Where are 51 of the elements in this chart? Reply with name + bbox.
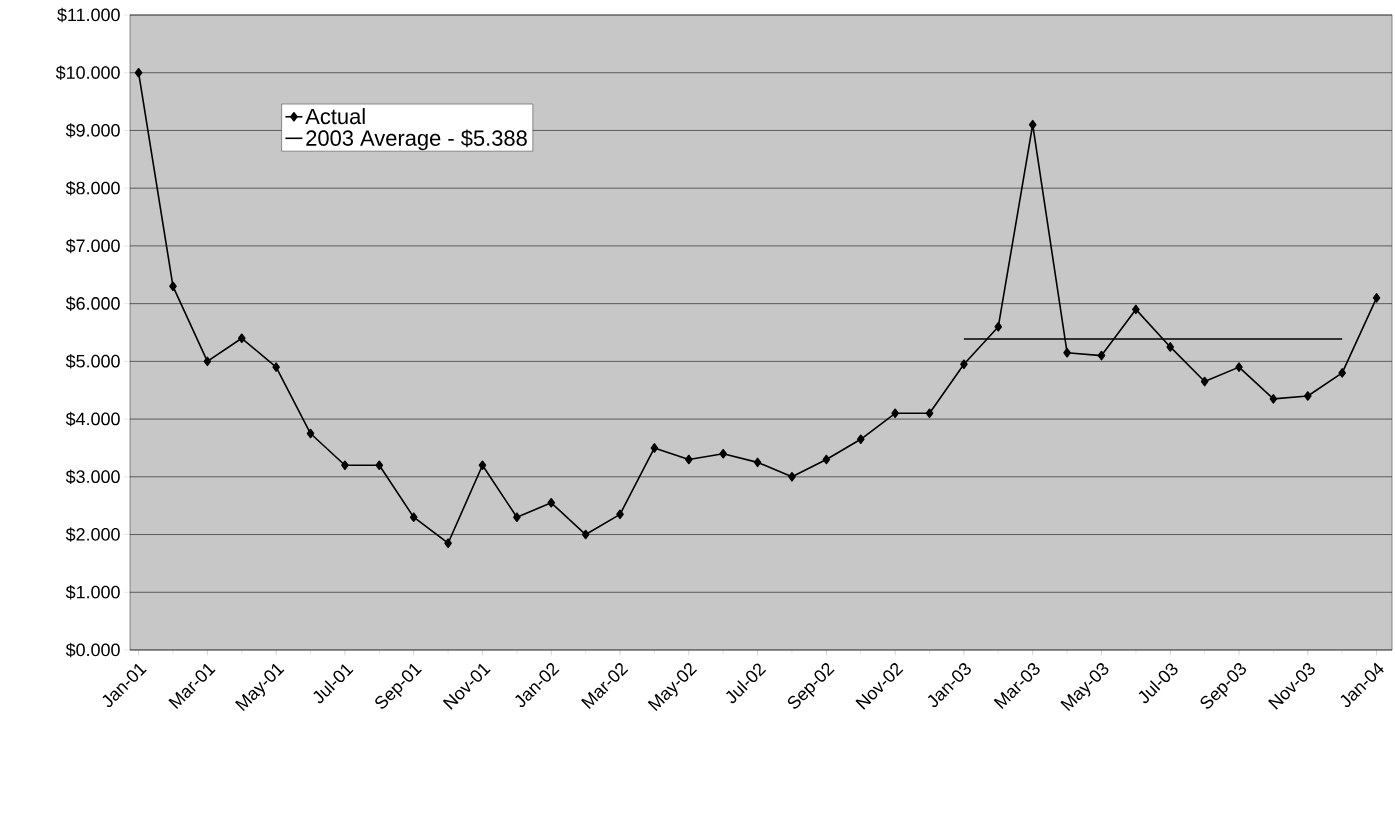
point [822,454,831,465]
point [719,448,727,459]
legend-label: Actual [305,108,365,125]
point [478,460,487,471]
point [134,67,143,78]
y-tick-label: $11.000 [57,7,120,23]
point [409,512,418,523]
y-tick-label: $6.000 [65,296,120,311]
point [1132,304,1140,315]
y-tick-label: $5.000 [65,354,120,369]
legend-label: 2003 Average - $5.388 [306,129,527,151]
point [1200,376,1209,387]
point [650,443,659,453]
point [203,356,212,367]
point [306,428,315,439]
point [960,359,968,370]
y-tick-label: $0.000 [65,642,120,658]
point [753,457,762,468]
y-tick-label: $9.000 [65,123,120,138]
y-tick-label: $2.000 [65,527,120,542]
point [444,538,452,548]
point [1097,350,1106,361]
y-tick-label: $8.000 [65,180,120,196]
point [513,512,521,523]
point [925,408,934,419]
point [891,408,899,419]
y-tick-label: $3.000 [65,469,120,485]
point [341,460,349,471]
y-tick-label: $4.000 [65,411,120,427]
point [1028,119,1037,130]
point [375,460,384,471]
y-tick-label: $7.000 [65,238,120,254]
point [169,281,177,292]
point [1166,342,1175,352]
point [547,498,556,508]
point [616,509,624,520]
point [788,472,796,482]
point [856,434,865,445]
point [1338,368,1346,378]
point [1063,347,1071,358]
point [237,333,246,344]
y-tick-label: $1.000 [65,585,120,600]
point [1235,362,1243,372]
point [1372,293,1381,303]
point [1304,391,1312,401]
y-tick-label: $10.000 [55,65,120,80]
point [994,321,1003,332]
point [581,529,590,540]
point [272,362,280,372]
point [685,454,693,465]
point [1269,394,1278,404]
